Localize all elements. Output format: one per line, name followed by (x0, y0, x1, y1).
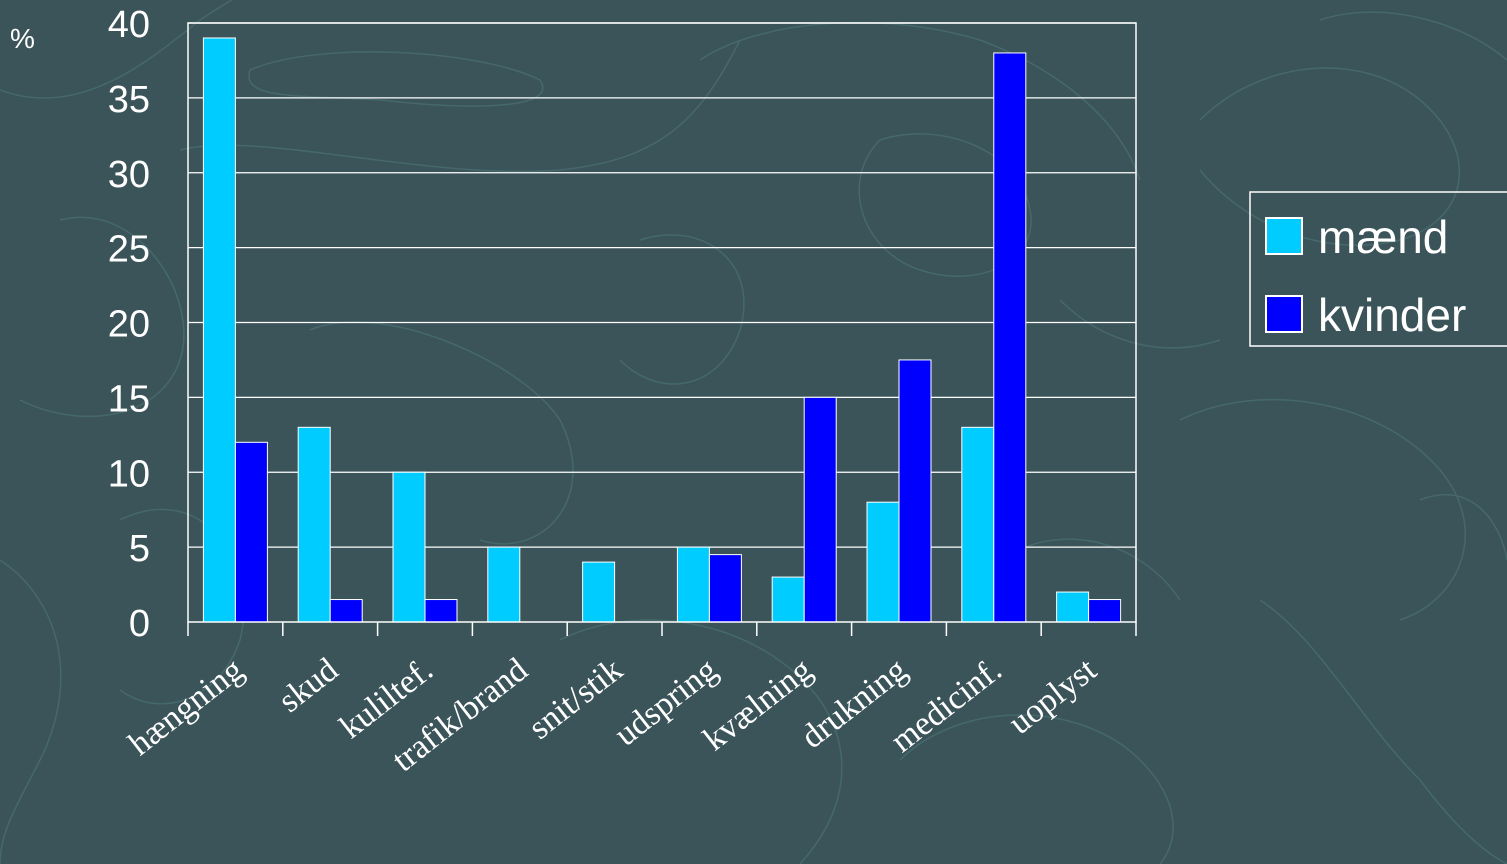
bars (202, 37, 1122, 623)
bar-kvinder (234, 441, 268, 623)
legend-swatch-kvinder (1265, 295, 1303, 333)
bar-maend (961, 426, 995, 623)
bar-maend (297, 426, 331, 623)
y-tick-label: 5 (129, 528, 150, 570)
bar-maend (202, 37, 236, 623)
bar-maend (676, 546, 710, 623)
legend-frame (1249, 191, 1507, 347)
bar-kvinder (898, 359, 932, 623)
x-category-label: hængning (122, 651, 250, 763)
bar-maend (771, 576, 805, 623)
legend-label-kvinder: kvinder (1318, 289, 1466, 341)
bar-maend (582, 561, 616, 623)
x-category-label: skud (272, 651, 345, 720)
bar-maend (487, 546, 521, 623)
axes (187, 22, 1137, 636)
bar-maend (866, 501, 900, 623)
bar-kvinder (424, 599, 458, 623)
y-tick-label: 20 (108, 304, 150, 346)
x-category-label: kvælning (697, 651, 820, 758)
y-unit-label: % (10, 23, 35, 54)
bar-maend (1056, 591, 1090, 623)
x-category-labels: hængning skudkuliltef.trafik/brandsnit/st… (122, 651, 1104, 779)
y-tick-label: 35 (108, 79, 150, 121)
legend: mænd kvinder (1249, 191, 1507, 347)
bar-kvinder (803, 396, 837, 623)
bar-kvinder (329, 599, 363, 623)
y-tick-label: 25 (108, 229, 150, 271)
x-category-label: uoplyst (1002, 651, 1104, 742)
legend-swatch-maend (1265, 217, 1303, 255)
y-tick-labels: 0 5 10 15 20 25 30 35 40 (108, 4, 150, 645)
bar-kvinder (1088, 599, 1122, 623)
y-tick-label: 10 (108, 453, 150, 495)
bar-kvinder (708, 554, 742, 623)
bar-kvinder (993, 52, 1027, 623)
bar-maend (392, 471, 426, 623)
y-tick-label: 30 (108, 154, 150, 196)
legend-label-maend: mænd (1318, 211, 1448, 263)
y-tick-label: 40 (108, 4, 150, 46)
y-tick-label: 15 (108, 378, 150, 420)
y-tick-label: 0 (129, 603, 150, 645)
